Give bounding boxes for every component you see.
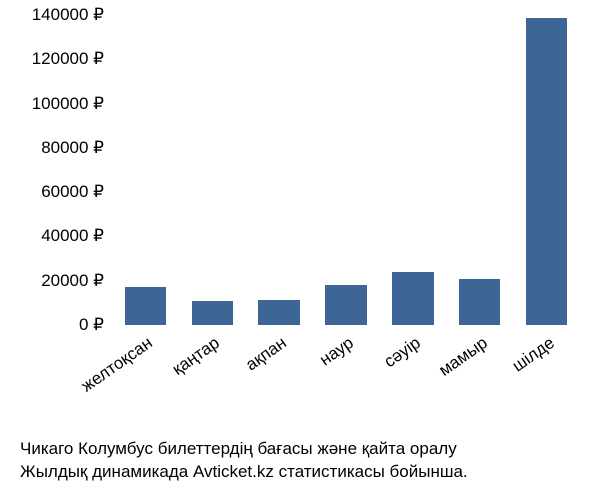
x-tick-label: шілде <box>508 333 558 376</box>
y-tick-label: 140000 ₽ <box>32 5 104 25</box>
x-tick-label: желтоқсан <box>78 333 157 396</box>
bar <box>192 301 233 325</box>
bar <box>392 272 433 325</box>
bar <box>459 279 500 326</box>
y-tick-label: 0 ₽ <box>79 315 104 335</box>
y-tick-label: 20000 ₽ <box>41 271 104 291</box>
bar <box>125 287 166 325</box>
x-tick-label: ақпан <box>242 333 290 375</box>
chart-container: { "chart": { "type": "bar", "plot": { "l… <box>0 0 600 500</box>
x-tick-label: қаңтар <box>169 333 224 380</box>
x-tick-label: сәуір <box>380 333 424 372</box>
plot-area: 0 ₽20000 ₽40000 ₽60000 ₽80000 ₽100000 ₽1… <box>112 15 580 325</box>
caption-line-2: Жылдық динамикада Avticket.kz статистика… <box>20 461 580 484</box>
bar <box>325 285 366 325</box>
caption-line-1: Чикаго Колумбус билеттердің бағасы және … <box>20 438 580 461</box>
bar <box>258 300 299 325</box>
y-tick-label: 60000 ₽ <box>41 182 104 202</box>
y-tick-label: 120000 ₽ <box>32 49 104 69</box>
caption: Чикаго Колумбус билеттердің бағасы және … <box>20 438 580 484</box>
y-tick-label: 80000 ₽ <box>41 138 104 158</box>
x-tick-label: наур <box>316 333 357 370</box>
bar <box>526 18 567 325</box>
y-tick-label: 100000 ₽ <box>32 94 104 114</box>
x-tick-label: мамыр <box>435 333 491 381</box>
y-tick-label: 40000 ₽ <box>41 226 104 246</box>
